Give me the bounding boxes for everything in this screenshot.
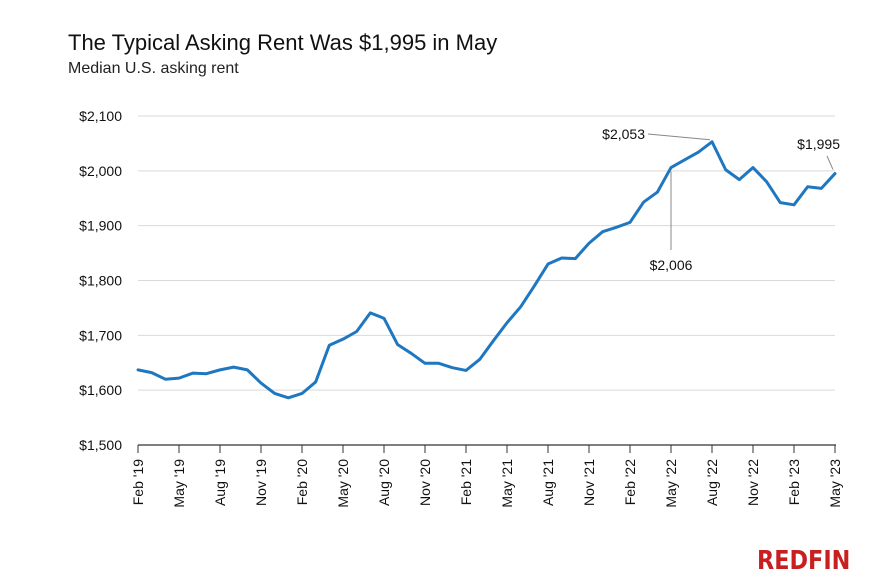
annotation-label-may22: $2,006 [650, 257, 693, 273]
x-tick-label: Nov '19 [253, 459, 269, 506]
data-point [465, 369, 468, 372]
data-point [301, 392, 304, 395]
data-point [519, 305, 522, 308]
x-tick-label: May '23 [827, 459, 843, 508]
data-point [451, 366, 454, 369]
data-point [533, 284, 536, 287]
data-point [342, 338, 345, 341]
data-point [779, 201, 782, 204]
data-point [793, 203, 796, 206]
series-group [136, 140, 837, 400]
data-point [656, 191, 659, 194]
data-point [683, 158, 686, 161]
x-tick-label: May '19 [171, 459, 187, 508]
data-point [601, 230, 604, 233]
data-point [232, 366, 235, 369]
x-tick-label: May '20 [335, 459, 351, 508]
annotations: $2,053 $2,006 $1,995 [602, 126, 840, 273]
data-point [164, 378, 167, 381]
data-point [260, 382, 263, 385]
x-tick-label: Nov '22 [745, 459, 761, 506]
data-point [328, 344, 331, 347]
data-point [506, 321, 509, 324]
data-point [629, 221, 632, 224]
data-point [820, 187, 823, 190]
gridlines [138, 115, 835, 391]
data-point [560, 257, 563, 260]
y-tick-label: $1,600 [79, 382, 122, 398]
data-point [547, 263, 550, 266]
data-point [314, 380, 317, 383]
data-point [478, 358, 481, 361]
y-tick-label: $1,700 [79, 327, 122, 343]
chart-subtitle: Median U.S. asking rent [68, 60, 239, 77]
series-line [136, 140, 837, 400]
y-tick-label: $2,000 [79, 163, 122, 179]
data-point [697, 151, 700, 154]
data-point [588, 242, 591, 245]
data-point [642, 201, 645, 204]
x-tick-label: Feb '22 [622, 459, 638, 505]
x-tick-label: Aug '22 [704, 459, 720, 506]
chart-title: The Typical Asking Rent Was $1,995 in Ma… [68, 30, 498, 55]
redfin-logo: REDFIN [757, 546, 851, 576]
y-tick-label: $1,800 [79, 273, 122, 289]
data-point [424, 362, 427, 365]
y-axis: $1,500 $1,600 $1,700 $1,800 $1,900 $2,000 $2,1… [79, 108, 122, 453]
x-tick-label: Nov '21 [581, 459, 597, 506]
y-tick-label: $1,900 [79, 218, 122, 234]
data-point [738, 178, 741, 181]
data-point [355, 330, 358, 333]
data-point [574, 257, 577, 260]
data-point [437, 362, 440, 365]
data-point [205, 372, 208, 375]
data-point [834, 172, 837, 175]
x-tick-label: Feb '20 [294, 459, 310, 505]
annotation-label-peak: $2,053 [602, 126, 645, 142]
data-point [150, 371, 153, 374]
data-point [246, 368, 249, 371]
data-point [383, 317, 386, 320]
data-point [396, 343, 399, 346]
annotation-label-may23: $1,995 [797, 136, 840, 152]
y-tick-label: $1,500 [79, 437, 122, 453]
data-point [287, 396, 290, 399]
data-point [724, 168, 727, 171]
annotation-leader [826, 155, 834, 170]
data-point [191, 372, 194, 375]
data-point [178, 377, 181, 380]
data-point [752, 166, 755, 169]
x-tick-label: Aug '19 [212, 459, 228, 506]
x-tick-label: Feb '21 [458, 459, 474, 505]
x-tick-label: Aug '21 [540, 459, 556, 506]
data-point [273, 392, 276, 395]
data-point [711, 140, 714, 143]
data-point [492, 339, 495, 342]
x-tick-label: May '21 [499, 459, 515, 508]
data-point [410, 352, 413, 355]
data-point [369, 311, 372, 314]
x-tick-label: Feb '19 [130, 459, 146, 505]
data-point [670, 166, 673, 169]
x-axis: Feb '19 May '19 Aug '19 Nov '19 Feb '20 May '… [130, 444, 843, 508]
y-tick-label: $2,100 [79, 108, 122, 124]
data-point [806, 185, 809, 188]
data-point [137, 368, 140, 371]
data-point [615, 226, 618, 229]
data-point [219, 368, 222, 371]
annotation-leader [647, 133, 711, 141]
x-tick-label: Nov '20 [417, 459, 433, 506]
x-tick-label: Aug '20 [376, 459, 392, 506]
x-tick-label: May '22 [663, 459, 679, 508]
x-tick-label: Feb '23 [786, 459, 802, 505]
data-point [765, 180, 768, 183]
